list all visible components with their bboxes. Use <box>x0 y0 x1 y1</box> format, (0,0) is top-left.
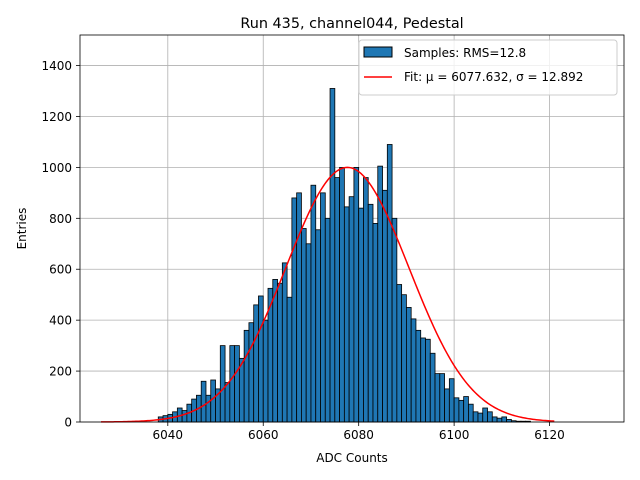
histogram-bar <box>463 396 469 423</box>
histogram-bar <box>434 373 441 423</box>
y-tick-label: 1400 <box>41 59 72 73</box>
y-tick-label: 400 <box>49 314 72 328</box>
histogram-bar <box>425 338 431 423</box>
histogram-bar <box>281 262 288 423</box>
histogram-bar <box>334 177 340 423</box>
fit-curve <box>100 166 555 423</box>
histogram-bar <box>472 411 479 423</box>
histogram-bar <box>339 166 345 423</box>
histogram-bar <box>358 207 364 423</box>
histogram-bar <box>415 329 422 423</box>
legend-swatch-samples <box>363 46 393 58</box>
histogram-bar <box>482 407 488 423</box>
histogram-bar <box>315 229 321 423</box>
histogram-bar <box>181 410 188 423</box>
y-axis-label: Entries <box>15 208 29 250</box>
histogram-bar <box>386 144 393 423</box>
histogram-bar <box>272 279 278 423</box>
histogram-bar <box>429 352 436 423</box>
histogram-bar <box>262 319 269 423</box>
legend-label-samples: Samples: RMS=12.8 <box>404 46 526 60</box>
histogram-bar <box>382 189 388 423</box>
legend: Samples: RMS=12.8 Fit: μ = 6077.632, σ =… <box>358 39 618 96</box>
histogram-bar <box>401 294 407 423</box>
histogram-bar <box>363 177 369 423</box>
x-tick-label: 6100 <box>439 428 470 442</box>
histogram-bar <box>343 206 350 423</box>
x-axis-label: ADC Counts <box>316 451 388 465</box>
histogram-bar <box>477 412 484 423</box>
histogram-bar <box>305 243 312 423</box>
histogram-bar <box>468 403 474 423</box>
histogram-bars <box>157 88 531 423</box>
y-tick-label: 0 <box>64 416 72 430</box>
y-tick-label: 1000 <box>41 161 72 175</box>
histogram-bar <box>320 192 326 423</box>
histogram-bar <box>205 394 212 423</box>
histogram-bar <box>444 388 450 423</box>
plot-frame <box>79 34 625 423</box>
y-tick-label: 1200 <box>41 110 72 124</box>
y-axis-ticks: 0 200 400 600 800 1000 1200 1400 <box>41 59 80 430</box>
histogram-bar <box>439 373 445 423</box>
histogram-bar <box>200 380 207 423</box>
histogram-bar <box>420 337 426 423</box>
histogram-bar <box>496 417 503 423</box>
histogram-bar <box>248 322 255 423</box>
histogram-bar <box>353 166 360 423</box>
y-tick-label: 600 <box>49 263 72 277</box>
histogram-bar <box>348 196 355 423</box>
legend-label-fit: Fit: μ = 6077.632, σ = 12.892 <box>404 70 583 84</box>
histogram-bar <box>301 228 307 423</box>
histogram-bar <box>310 184 317 423</box>
histogram-bar <box>458 399 465 423</box>
histogram-bar <box>491 416 498 423</box>
y-tick-label: 800 <box>49 212 72 226</box>
chart-title: Run 435, channel044, Pedestal <box>240 16 463 32</box>
histogram-bar <box>277 282 283 423</box>
histogram-bar <box>286 296 293 423</box>
histogram-bar <box>372 223 379 423</box>
histogram-bar <box>253 304 259 423</box>
histogram-bar <box>448 378 455 423</box>
histogram-bar <box>258 295 264 423</box>
histogram-bar <box>391 217 398 423</box>
histogram-bar <box>291 197 298 423</box>
histogram-bar <box>453 397 460 423</box>
x-tick-label: 6040 <box>153 428 184 442</box>
histogram-bar <box>396 284 403 423</box>
histogram-bar <box>296 192 302 423</box>
x-tick-label: 6120 <box>534 428 565 442</box>
x-tick-label: 6080 <box>343 428 374 442</box>
histogram-bar <box>243 329 250 423</box>
histogram-bar <box>324 217 331 423</box>
histogram-bar <box>234 345 240 423</box>
histogram-bar <box>238 357 245 423</box>
histogram-bar <box>219 345 226 423</box>
histogram-bar <box>487 411 493 423</box>
histogram-bar <box>367 203 374 423</box>
histogram-bar <box>210 379 216 423</box>
histogram-bar <box>501 416 508 423</box>
histogram-bar <box>329 88 336 423</box>
histogram-bar <box>229 345 236 423</box>
x-axis-ticks: 6040 6060 6080 6100 6120 <box>153 422 565 442</box>
histogram-bar <box>405 307 412 423</box>
y-tick-label: 200 <box>49 365 72 379</box>
legend-box <box>358 39 618 96</box>
histogram-bar <box>410 318 417 423</box>
x-tick-label: 6060 <box>248 428 279 442</box>
histogram-bar <box>224 382 231 423</box>
